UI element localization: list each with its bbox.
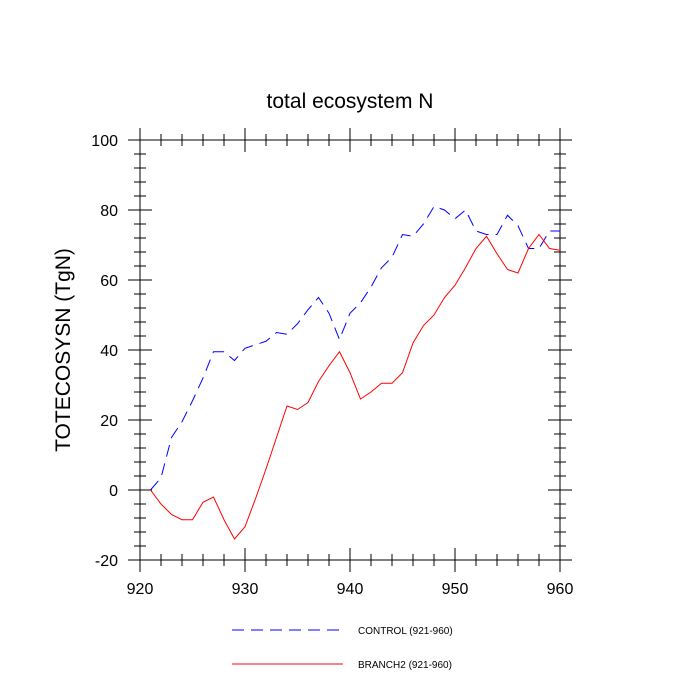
- y-tick-label: 60: [100, 273, 118, 290]
- y-tick-label: 20: [100, 413, 118, 430]
- legend: CONTROL (921-960) BRANCH2 (921-960): [232, 626, 453, 671]
- legend-label: CONTROL (921-960): [358, 626, 453, 637]
- x-tick-label: 920: [127, 581, 154, 598]
- series-layer: [150, 205, 561, 540]
- series-line-branch2: [150, 233, 561, 540]
- axis-ticks: 920 930 940 950 960 -20 0 20 40 60 80 100: [91, 128, 573, 598]
- x-tick-label: 940: [337, 581, 364, 598]
- plot-frame: [139, 139, 561, 561]
- x-tick-label: 930: [232, 581, 259, 598]
- y-tick-label: 100: [91, 133, 118, 150]
- y-tick-label: 0: [109, 483, 118, 500]
- x-tick-label: 950: [442, 581, 469, 598]
- y-tick-label: 80: [100, 203, 118, 220]
- chart-title: total ecosystem N: [267, 90, 434, 113]
- y-tick-label: -20: [95, 553, 118, 570]
- series-line-control: [150, 205, 560, 491]
- legend-label: BRANCH2 (921-960): [358, 660, 452, 671]
- x-tick-label: 960: [547, 581, 574, 598]
- y-tick-label: 40: [100, 343, 118, 360]
- y-axis-label: TOTECOSYSN (TgN): [52, 248, 75, 452]
